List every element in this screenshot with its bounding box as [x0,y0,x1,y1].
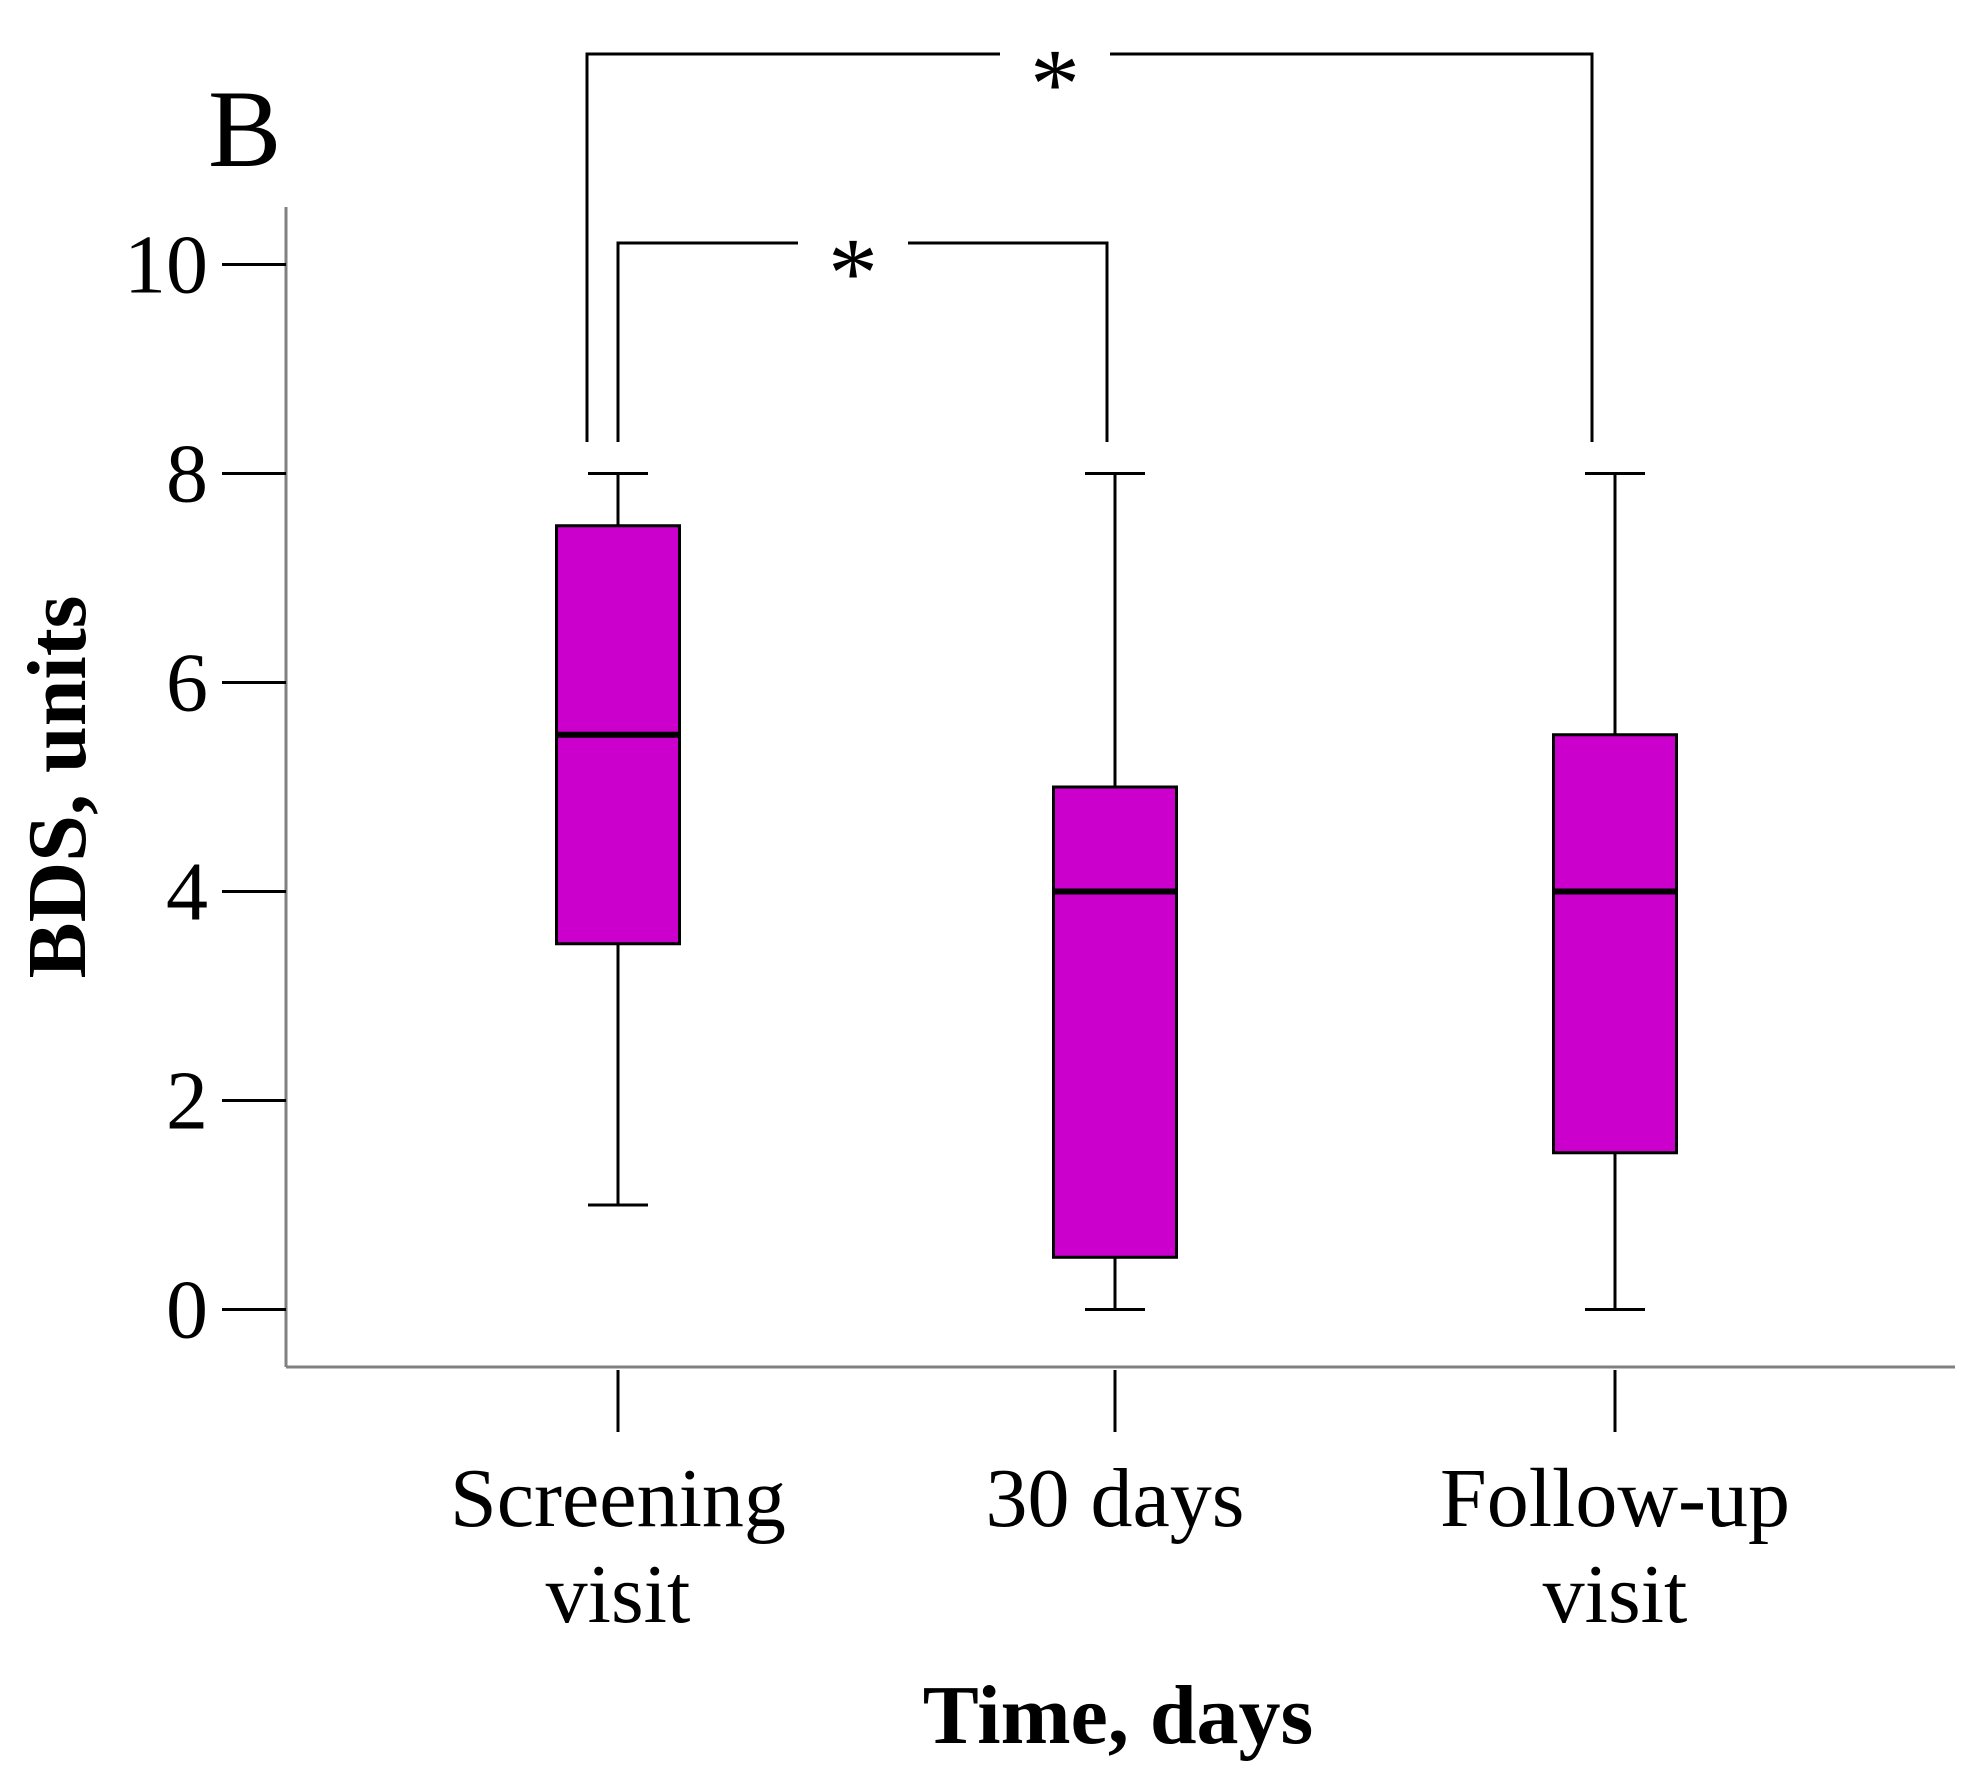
box-3 [1552,471,1678,1312]
y-tick-label: 10 [124,218,208,311]
bracket-right [908,241,1109,442]
x-tick-label: 30 days [986,1452,1245,1545]
box-group [555,471,1678,1312]
y-tick-label: 4 [166,846,208,939]
y-tick-label: 0 [166,1264,208,1357]
bracket-right [1110,52,1594,442]
box-1 [555,471,681,1207]
significance-bracket: * [585,28,1594,442]
y-tick-label: 8 [166,427,208,520]
y-tick-label: 6 [166,636,208,729]
box-2 [1052,471,1178,1312]
y-tick-label: 2 [166,1055,208,1148]
iqr-box [1552,733,1678,1155]
x-tick-label-line: Screening [450,1452,786,1545]
bracket-left [585,52,1000,442]
bracket-left [616,241,798,442]
x-tick-label-line: 30 days [986,1452,1245,1545]
significance-star: * [1030,28,1080,139]
significance-brackets: ** [585,28,1594,442]
x-tick-label-line: Follow-up [1440,1452,1790,1545]
y-axis-title: BDS, units [11,596,104,979]
y-axis: 0 2 4 6 8 10 [124,207,288,1367]
significance-star: * [828,217,878,328]
x-tick-label: Screening visit [450,1452,786,1641]
x-tick-label: Follow-up visit [1440,1452,1790,1641]
panel-label: B [208,68,281,190]
x-tick-label-line: visit [1543,1548,1688,1641]
iqr-box [1052,785,1178,1259]
significance-bracket: * [616,217,1109,442]
x-tick-label-line: visit [546,1548,691,1641]
x-axis-title: Time, days [923,1669,1314,1762]
